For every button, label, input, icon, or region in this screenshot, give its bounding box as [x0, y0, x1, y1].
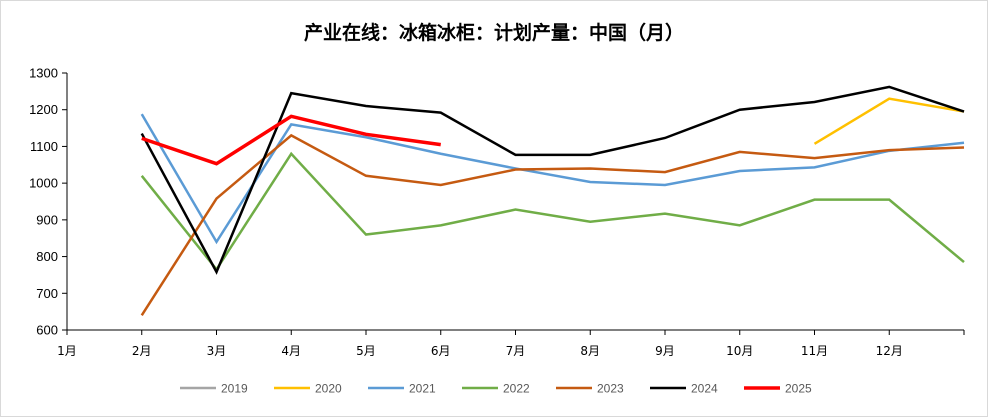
y-tick-label: 600 [36, 323, 58, 338]
legend-label-2019: 2019 [221, 382, 248, 396]
x-tick-label: 9月 [655, 344, 675, 358]
y-tick-label: 1100 [30, 139, 58, 154]
x-tick-label: 4月 [281, 344, 301, 358]
series-line-2020 [813, 97, 965, 145]
legend-label-2022: 2022 [503, 382, 530, 396]
y-tick-label: 1300 [29, 66, 58, 81]
x-tick-label: 12月 [876, 344, 903, 358]
legend-label-2023: 2023 [597, 382, 624, 396]
legend-label-2021: 2021 [409, 382, 436, 396]
chart-axes: 600 700 800 900 1000 1100 1200 1300 1月 2月 3月 4月 5月 6月… [29, 66, 965, 358]
series-line-2022 [140, 151, 965, 272]
x-tick-label: 3月 [207, 344, 227, 358]
y-tick-label: 800 [36, 249, 58, 264]
x-tick-label: 8月 [580, 344, 600, 358]
chart-legend: 2019 2020 2021 2022 2023 2024 2025 [180, 382, 812, 396]
series-line-2023 [140, 133, 965, 316]
series-layer [140, 85, 965, 316]
series-line-2024 [140, 85, 965, 275]
legend-label-2025: 2025 [785, 382, 812, 396]
series-line-2025 [141, 114, 441, 166]
y-tick-label: 900 [36, 212, 58, 227]
legend-label-2020: 2020 [315, 382, 342, 396]
y-tick-label: 1200 [29, 102, 58, 117]
x-tick-label: 1月 [57, 344, 77, 358]
x-tick-label: 6月 [431, 344, 451, 358]
x-tick-label: 5月 [356, 344, 376, 358]
y-tick-label: 700 [36, 286, 58, 301]
chart-title: 产业在线：冰箱冰柜：计划产量：中国（月） [303, 22, 684, 44]
x-tick-label: 10月 [726, 344, 753, 358]
x-tick-label: 2月 [132, 344, 152, 358]
legend-label-2024: 2024 [691, 382, 718, 396]
series-line-2021 [140, 113, 965, 245]
x-tick-label: 7月 [506, 344, 526, 358]
y-tick-label: 1000 [29, 176, 58, 191]
x-tick-label: 11月 [801, 344, 828, 358]
